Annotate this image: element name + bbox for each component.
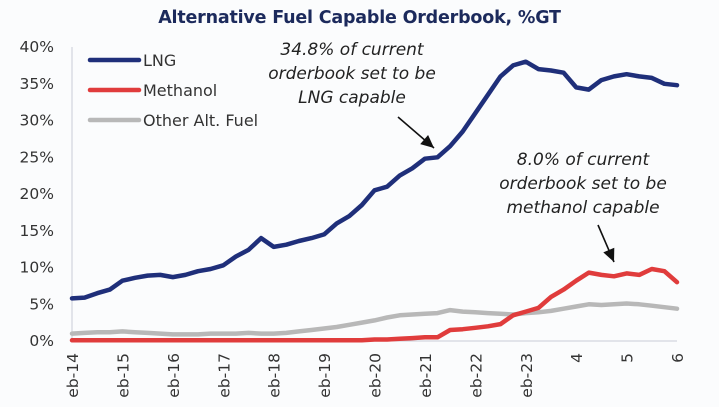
series-line-methanol [69,266,680,343]
y-tick-label: 15% [20,222,54,240]
annotations: 34.8% of current orderbook set to be LNG c… [268,40,667,263]
y-tick-label: 5% [29,295,54,313]
annotation-arrow-head [420,135,434,148]
y-tick-label: 10% [20,259,54,277]
x-tick-label: eb-16 [165,353,183,398]
x-tick-label: eb-22 [467,353,485,398]
x-tick-label: eb-17 [215,353,233,398]
x-tick-label: 5 [619,353,637,363]
x-tick-label: eb-19 [316,353,334,398]
series-line-lng [69,59,680,301]
annotation-text: 8.0% of current [517,150,651,170]
y-tick-label: 25% [20,148,54,166]
chart-title: Alternative Fuel Capable Orderbook, %GT [158,8,561,28]
x-tick-label: eb-18 [266,353,284,398]
x-tick-label: eb-23 [518,353,536,398]
annotation-text: methanol capable [506,198,659,218]
legend-label: Other Alt. Fuel [143,111,258,130]
x-tick-label: eb-20 [367,353,385,398]
series-line-other-alt-fuel [69,301,680,337]
annotation-text: 34.8% of current [280,40,425,60]
annotation-text: orderbook set to be [499,174,667,194]
annotation-text: orderbook set to be [268,64,436,84]
annotation-arrow-head [603,247,615,262]
legend-label: Methanol [143,81,217,100]
series-lines [69,59,680,343]
x-tick-label: eb-21 [417,353,435,398]
x-tick-label: eb-15 [114,353,132,398]
annotation-text: LNG capable [298,88,406,108]
legend: LNG Methanol Other Alt. Fuel [87,51,258,130]
x-tick-label: 4 [568,353,586,363]
y-tick-label: 0% [29,332,54,350]
y-tick-label: 35% [20,75,54,93]
y-tick-label: 30% [20,112,54,130]
x-tick-label: 6 [669,353,687,363]
axes: 0% 5% 10% 15% 20% 25% 30% 35% 40% eb-14 eb-15 eb-16… [20,38,687,398]
y-tick-label: 20% [20,185,54,203]
y-tick-label: 40% [20,38,54,56]
x-tick-label: eb-14 [64,353,82,398]
legend-label: LNG [143,51,176,70]
